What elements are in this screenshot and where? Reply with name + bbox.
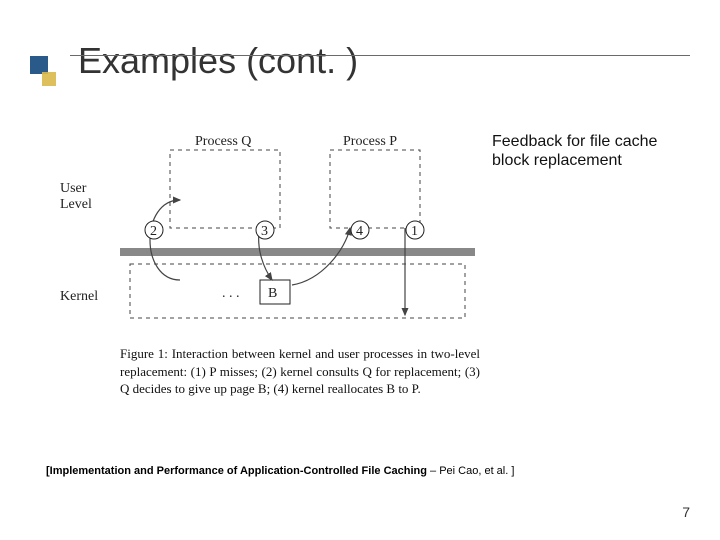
label-b: B (268, 286, 277, 301)
process-q-box (170, 150, 280, 228)
num-4: 4 (356, 224, 363, 239)
label-process-p: Process P (343, 134, 397, 149)
page-number: 7 (682, 504, 690, 520)
diagram: User Level Kernel Process Q Process P B … (60, 130, 490, 450)
citation: [Implementation and Performance of Appli… (46, 465, 514, 477)
arrow-2 (150, 200, 180, 280)
citation-author: – Pei Cao, et al. ] (427, 465, 514, 477)
slide-title: Examples (cont. ) (78, 40, 358, 82)
kernel-box (130, 264, 465, 318)
arrow-4 (292, 228, 350, 285)
label-user: User (60, 181, 87, 196)
label-process-q: Process Q (195, 134, 251, 149)
process-p-box (330, 150, 420, 228)
title-bullet-icon (30, 56, 62, 88)
num-2: 2 (150, 224, 157, 239)
title-underline (70, 55, 690, 56)
num-1: 1 (411, 224, 418, 239)
label-kernel: Kernel (60, 289, 98, 304)
separator-bar (120, 248, 475, 256)
label-dots: . . . (222, 286, 240, 301)
diagram-svg: User Level Kernel Process Q Process P B … (60, 130, 490, 340)
figure-caption: Figure 1: Interaction between kernel and… (120, 345, 480, 398)
caption-text: Feedback for file cache block replacemen… (492, 132, 672, 170)
label-level: Level (60, 197, 92, 212)
citation-title: [Implementation and Performance of Appli… (46, 465, 427, 477)
num-3: 3 (261, 224, 268, 239)
